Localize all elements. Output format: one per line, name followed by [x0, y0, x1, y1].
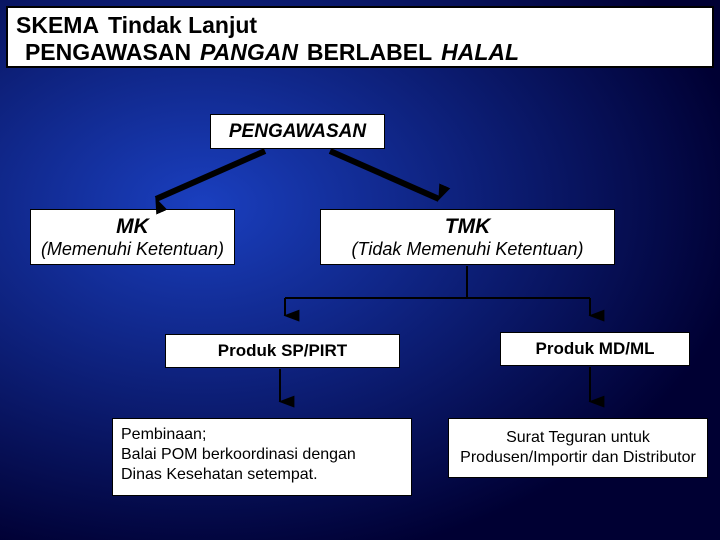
node-pengawasan: PENGAWASAN: [210, 114, 385, 149]
title-line-2: PENGAWASAN PANGAN BERLABEL HALAL: [16, 39, 704, 66]
node-produk-md-label: Produk MD/ML: [536, 339, 655, 359]
title-word-pangan: PANGAN: [200, 39, 298, 66]
surat-line-1: Surat Teguran untuk: [460, 428, 696, 448]
title-word-skema: SKEMA: [16, 12, 99, 39]
title-line-1: SKEMA Tindak Lanjut: [16, 12, 704, 39]
node-surat-teguran: Surat Teguran untuk Produsen/Importir da…: [448, 418, 708, 478]
node-mk: MK (Memenuhi Ketentuan): [30, 209, 235, 265]
node-tmk-head: TMK: [445, 215, 491, 239]
title-word-tindak-lanjut: Tindak Lanjut: [108, 12, 257, 39]
node-tmk: TMK (Tidak Memenuhi Ketentuan): [320, 209, 615, 265]
node-produk-sp-label: Produk SP/PIRT: [218, 341, 347, 361]
pembinaan-line-1: Pembinaan;: [121, 425, 403, 445]
node-produk-md: Produk MD/ML: [500, 332, 690, 366]
title-box: SKEMA Tindak Lanjut PENGAWASAN PANGAN BE…: [6, 6, 714, 68]
diagram-stage: SKEMA Tindak Lanjut PENGAWASAN PANGAN BE…: [0, 0, 720, 540]
pembinaan-line-3: Dinas Kesehatan setempat.: [121, 465, 403, 485]
node-pembinaan: Pembinaan; Balai POM berkoordinasi denga…: [112, 418, 412, 496]
node-produk-sp: Produk SP/PIRT: [165, 334, 400, 368]
node-mk-head: MK: [116, 215, 149, 239]
surat-line-2: Produsen/Importir dan Distributor: [460, 448, 696, 468]
title-word-pengawasan: PENGAWASAN: [25, 39, 191, 66]
node-tmk-sub: (Tidak Memenuhi Ketentuan): [352, 239, 584, 260]
pembinaan-line-2: Balai POM berkoordinasi dengan: [121, 445, 403, 465]
title-word-halal: HALAL: [441, 39, 519, 66]
node-mk-sub: (Memenuhi Ketentuan): [41, 239, 224, 260]
title-word-berlabel: BERLABEL: [307, 39, 432, 66]
node-pengawasan-label: PENGAWASAN: [229, 121, 366, 143]
